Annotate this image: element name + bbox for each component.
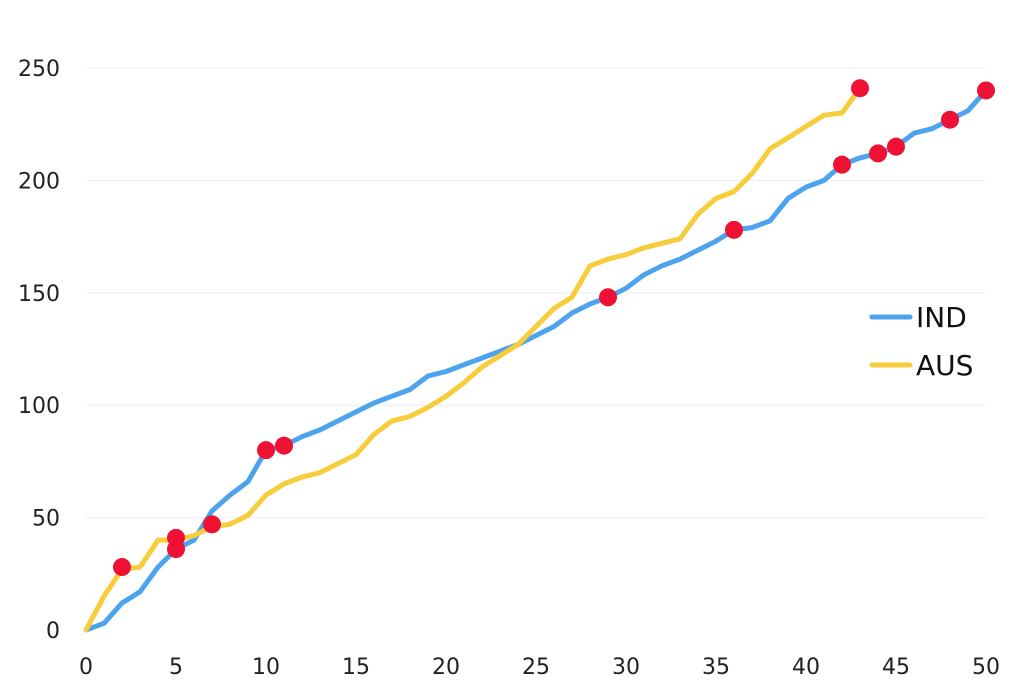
grid — [86, 67, 986, 519]
series-line-ind — [83, 88, 989, 633]
y-tick-label: 250 — [18, 57, 60, 82]
x-tick-label: 0 — [79, 655, 93, 680]
x-tick-label: 20 — [432, 655, 460, 680]
wicket-marker-ind — [869, 144, 887, 163]
y-tick-label: 200 — [18, 169, 60, 194]
x-tick-label: 35 — [702, 655, 730, 680]
legend: IND AUS — [869, 301, 973, 382]
x-tick-label: 10 — [252, 655, 280, 680]
x-axis: 0 5 10 15 20 25 30 35 40 45 50 — [79, 655, 1000, 680]
x-tick-label: 15 — [342, 655, 370, 680]
wicket-marker-aus — [113, 558, 131, 577]
wicket-marker-ind — [887, 137, 905, 156]
x-tick-label: 30 — [612, 655, 640, 680]
y-tick-label: 150 — [18, 282, 60, 307]
wicket-marker-ind — [833, 155, 851, 174]
x-tick-label: 5 — [169, 655, 183, 680]
wicket-marker-ind — [257, 441, 275, 460]
wicket-marker-aus — [851, 79, 869, 98]
y-tick-label: 100 — [18, 394, 60, 419]
series-lines — [83, 85, 989, 633]
x-tick-label: 25 — [522, 655, 550, 680]
y-axis: 0 50 100 150 200 250 — [18, 57, 60, 644]
x-tick-label: 40 — [792, 655, 820, 680]
y-tick-label: 0 — [46, 619, 60, 644]
legend-label-ind: IND — [916, 301, 967, 334]
wicket-markers — [113, 79, 995, 577]
wicket-marker-ind — [599, 288, 617, 307]
wicket-marker-ind — [203, 515, 221, 534]
y-tick-label: 50 — [32, 507, 60, 532]
legend-label-aus: AUS — [916, 349, 973, 382]
wicket-marker-ind — [941, 110, 959, 129]
wicket-marker-ind — [977, 81, 995, 100]
wicket-marker-ind — [725, 220, 743, 239]
wicket-marker-aus — [167, 528, 185, 547]
x-tick-label: 45 — [882, 655, 910, 680]
wicket-marker-ind — [275, 436, 293, 455]
x-tick-label: 50 — [972, 655, 1000, 680]
